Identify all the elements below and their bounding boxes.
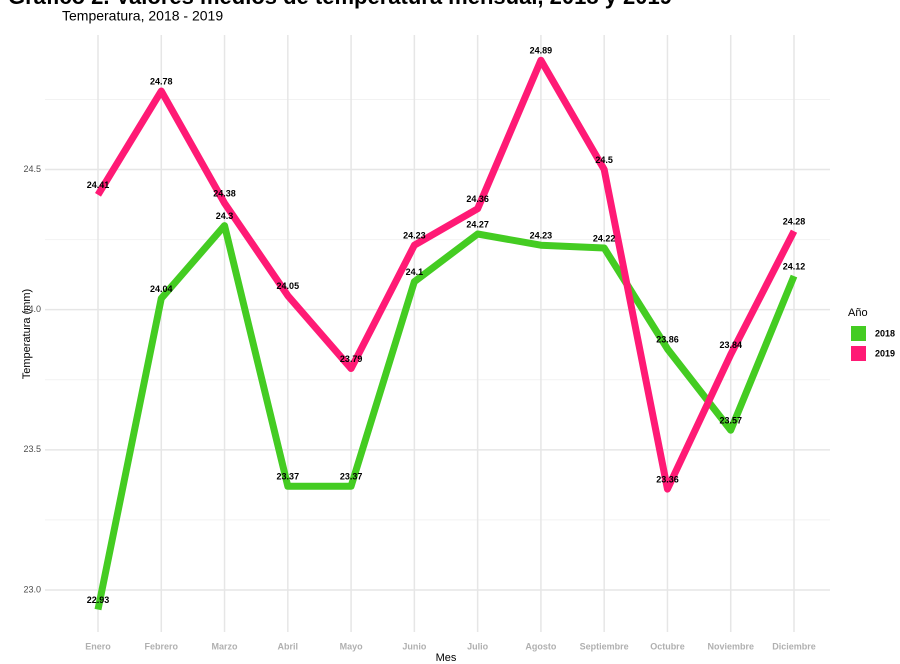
x-tick-label: Mayo xyxy=(340,641,364,651)
x-tick-label: Abril xyxy=(278,641,299,651)
value-label: 23.79 xyxy=(340,354,363,364)
value-label: 23.37 xyxy=(277,472,300,482)
value-label: 24.3 xyxy=(216,211,234,221)
value-label: 23.84 xyxy=(719,340,742,350)
value-label: 24.27 xyxy=(466,219,489,229)
x-tick-label: Diciembre xyxy=(772,641,816,651)
value-label: 24.28 xyxy=(783,217,806,227)
legend-swatch xyxy=(851,346,866,361)
value-label: 24.36 xyxy=(466,194,489,204)
legend-swatch xyxy=(851,326,866,341)
legend-label: 2018 xyxy=(875,328,895,338)
value-label: 23.57 xyxy=(719,416,742,426)
x-axis-label: Mes xyxy=(436,652,457,664)
y-tick-label: 24.5 xyxy=(23,164,41,174)
value-label: 23.37 xyxy=(340,472,363,482)
value-label: 24.12 xyxy=(783,261,806,271)
x-tick-label: Febrero xyxy=(145,641,179,651)
x-tick-label: Enero xyxy=(85,641,111,651)
series-line xyxy=(95,56,798,493)
series-line xyxy=(94,222,798,611)
value-label: 24.23 xyxy=(530,231,553,241)
value-label: 23.36 xyxy=(656,474,679,484)
value-label: 24.38 xyxy=(213,189,236,199)
chart-subtitle: Temperatura, 2018 - 2019 xyxy=(62,8,223,24)
legend-label: 2019 xyxy=(875,348,895,358)
x-tick-label: Marzo xyxy=(212,641,239,651)
x-tick-label: Julio xyxy=(467,641,489,651)
x-tick-label: Noviembre xyxy=(707,641,754,651)
value-label: 24.5 xyxy=(595,155,613,165)
value-label: 24.04 xyxy=(150,284,173,294)
y-axis-label: Temperatura (mm) xyxy=(21,289,33,379)
legend-title: Año xyxy=(848,307,868,319)
value-label: 23.86 xyxy=(656,334,679,344)
value-label: 24.1 xyxy=(406,267,424,277)
value-label: 24.23 xyxy=(403,231,426,241)
value-label: 24.05 xyxy=(277,281,300,291)
y-tick-label: 23.0 xyxy=(23,584,41,594)
value-label: 22.93 xyxy=(87,595,110,605)
value-label: 24.41 xyxy=(87,180,110,190)
chart-title: Gráfico 2. Valores medios de temperatura… xyxy=(8,0,672,9)
y-tick-label: 23.5 xyxy=(23,444,41,454)
x-tick-label: Agosto xyxy=(525,641,556,651)
x-tick-label: Junio xyxy=(402,641,427,651)
value-label: 24.22 xyxy=(593,233,616,243)
x-tick-label: Septiembre xyxy=(580,641,629,651)
value-label: 24.89 xyxy=(530,46,553,56)
y-tick-label: 24.0 xyxy=(23,304,41,314)
value-label: 24.78 xyxy=(150,76,173,86)
x-tick-label: Octubre xyxy=(650,641,685,651)
